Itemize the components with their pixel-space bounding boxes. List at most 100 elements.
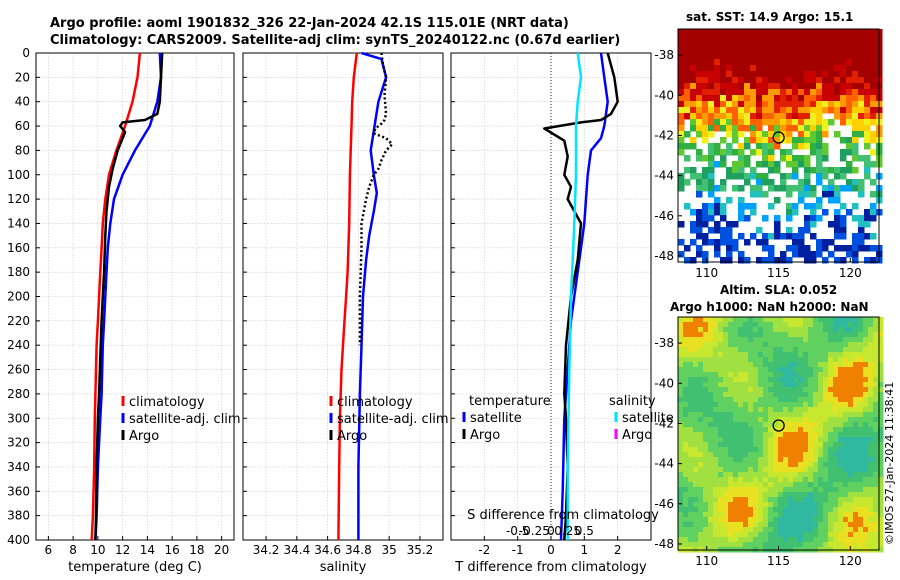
map-cell	[780, 257, 787, 264]
map-cell	[870, 245, 877, 252]
map-cell	[846, 161, 853, 168]
map-cell	[753, 407, 759, 413]
map-cell	[774, 221, 781, 228]
map-cell	[873, 532, 879, 538]
map-cell	[852, 137, 859, 144]
map-cell	[773, 357, 779, 363]
map-cell	[843, 357, 849, 363]
map-cell	[728, 487, 734, 493]
map-cell	[768, 497, 774, 503]
map-cell	[780, 47, 787, 54]
map-cell	[808, 402, 814, 408]
map-cell	[718, 397, 724, 403]
y-tick-label: 180	[7, 265, 30, 279]
map-cell	[728, 337, 734, 343]
map-cell	[728, 542, 734, 548]
map-cell	[728, 482, 734, 488]
map-cell	[702, 35, 709, 42]
map-cell	[774, 101, 781, 108]
map-cell	[683, 362, 689, 368]
map-cell	[718, 472, 724, 478]
map-cell	[768, 457, 774, 463]
map-cell	[798, 407, 804, 413]
map-cell	[792, 161, 799, 168]
map-cell	[703, 337, 709, 343]
map-cell	[816, 173, 823, 180]
map-cell	[748, 447, 754, 453]
map-cell	[834, 221, 841, 228]
map-cell	[816, 83, 823, 90]
map-cell	[858, 462, 864, 468]
map-cell	[684, 65, 691, 72]
map-cell	[678, 397, 684, 403]
map-cell	[703, 537, 709, 543]
map-cell	[732, 59, 739, 66]
map-cell	[833, 482, 839, 488]
map-cell	[678, 357, 684, 363]
map-cell	[702, 233, 709, 240]
map-cell	[858, 41, 865, 48]
map-cell	[822, 185, 829, 192]
map-cell	[748, 527, 754, 533]
map-cell	[788, 542, 794, 548]
series-line-satellite-adj-clim	[357, 51, 388, 540]
map-cell	[733, 527, 739, 533]
map-cell	[733, 382, 739, 388]
map-cell	[804, 101, 811, 108]
map-cell	[738, 101, 745, 108]
map-cell	[828, 497, 834, 503]
map-cell	[868, 457, 874, 463]
map-cell	[846, 65, 853, 72]
map-cell	[743, 422, 749, 428]
map-cell	[838, 337, 844, 343]
map-cell	[718, 332, 724, 338]
map-cell	[792, 125, 799, 132]
map-cell	[683, 402, 689, 408]
map-cell	[878, 442, 884, 448]
map-cell	[773, 412, 779, 418]
map-cell	[843, 372, 849, 378]
map-cell	[708, 155, 715, 162]
map-cell	[793, 517, 799, 523]
map-cell	[813, 372, 819, 378]
map-cell	[698, 467, 704, 473]
map-cell	[768, 407, 774, 413]
map-cell	[818, 327, 824, 333]
map-cell	[846, 83, 853, 90]
map-cell	[713, 512, 719, 518]
map-cell	[858, 185, 865, 192]
map-cell	[868, 387, 874, 393]
map-cell	[708, 327, 714, 333]
map-cell	[870, 95, 877, 102]
map-cell	[808, 537, 814, 543]
map-cell	[773, 422, 779, 428]
map-cell	[792, 113, 799, 120]
map-cell	[728, 422, 734, 428]
map-cell	[774, 131, 781, 138]
map-cell	[678, 239, 685, 246]
map-cell	[683, 397, 689, 403]
map-cell	[838, 342, 844, 348]
map-cell	[708, 347, 714, 353]
map-cell	[713, 447, 719, 453]
map-cell	[726, 257, 733, 264]
map-cell	[846, 101, 853, 108]
map-cell	[788, 417, 794, 423]
map-cell	[840, 245, 847, 252]
map-cell	[868, 507, 874, 513]
y-tick-label: 360	[7, 484, 30, 498]
map-cell	[743, 372, 749, 378]
map-cell	[688, 522, 694, 528]
map-cell	[738, 317, 744, 323]
map-cell	[733, 517, 739, 523]
map-cell	[748, 392, 754, 398]
map-cell	[708, 467, 714, 473]
map-cell	[853, 537, 859, 543]
map-cell	[808, 432, 814, 438]
map-cell	[833, 317, 839, 323]
map-cell	[678, 143, 685, 150]
map-cell	[688, 337, 694, 343]
map-cell	[738, 477, 744, 483]
map-cell	[688, 332, 694, 338]
map-cell	[808, 397, 814, 403]
